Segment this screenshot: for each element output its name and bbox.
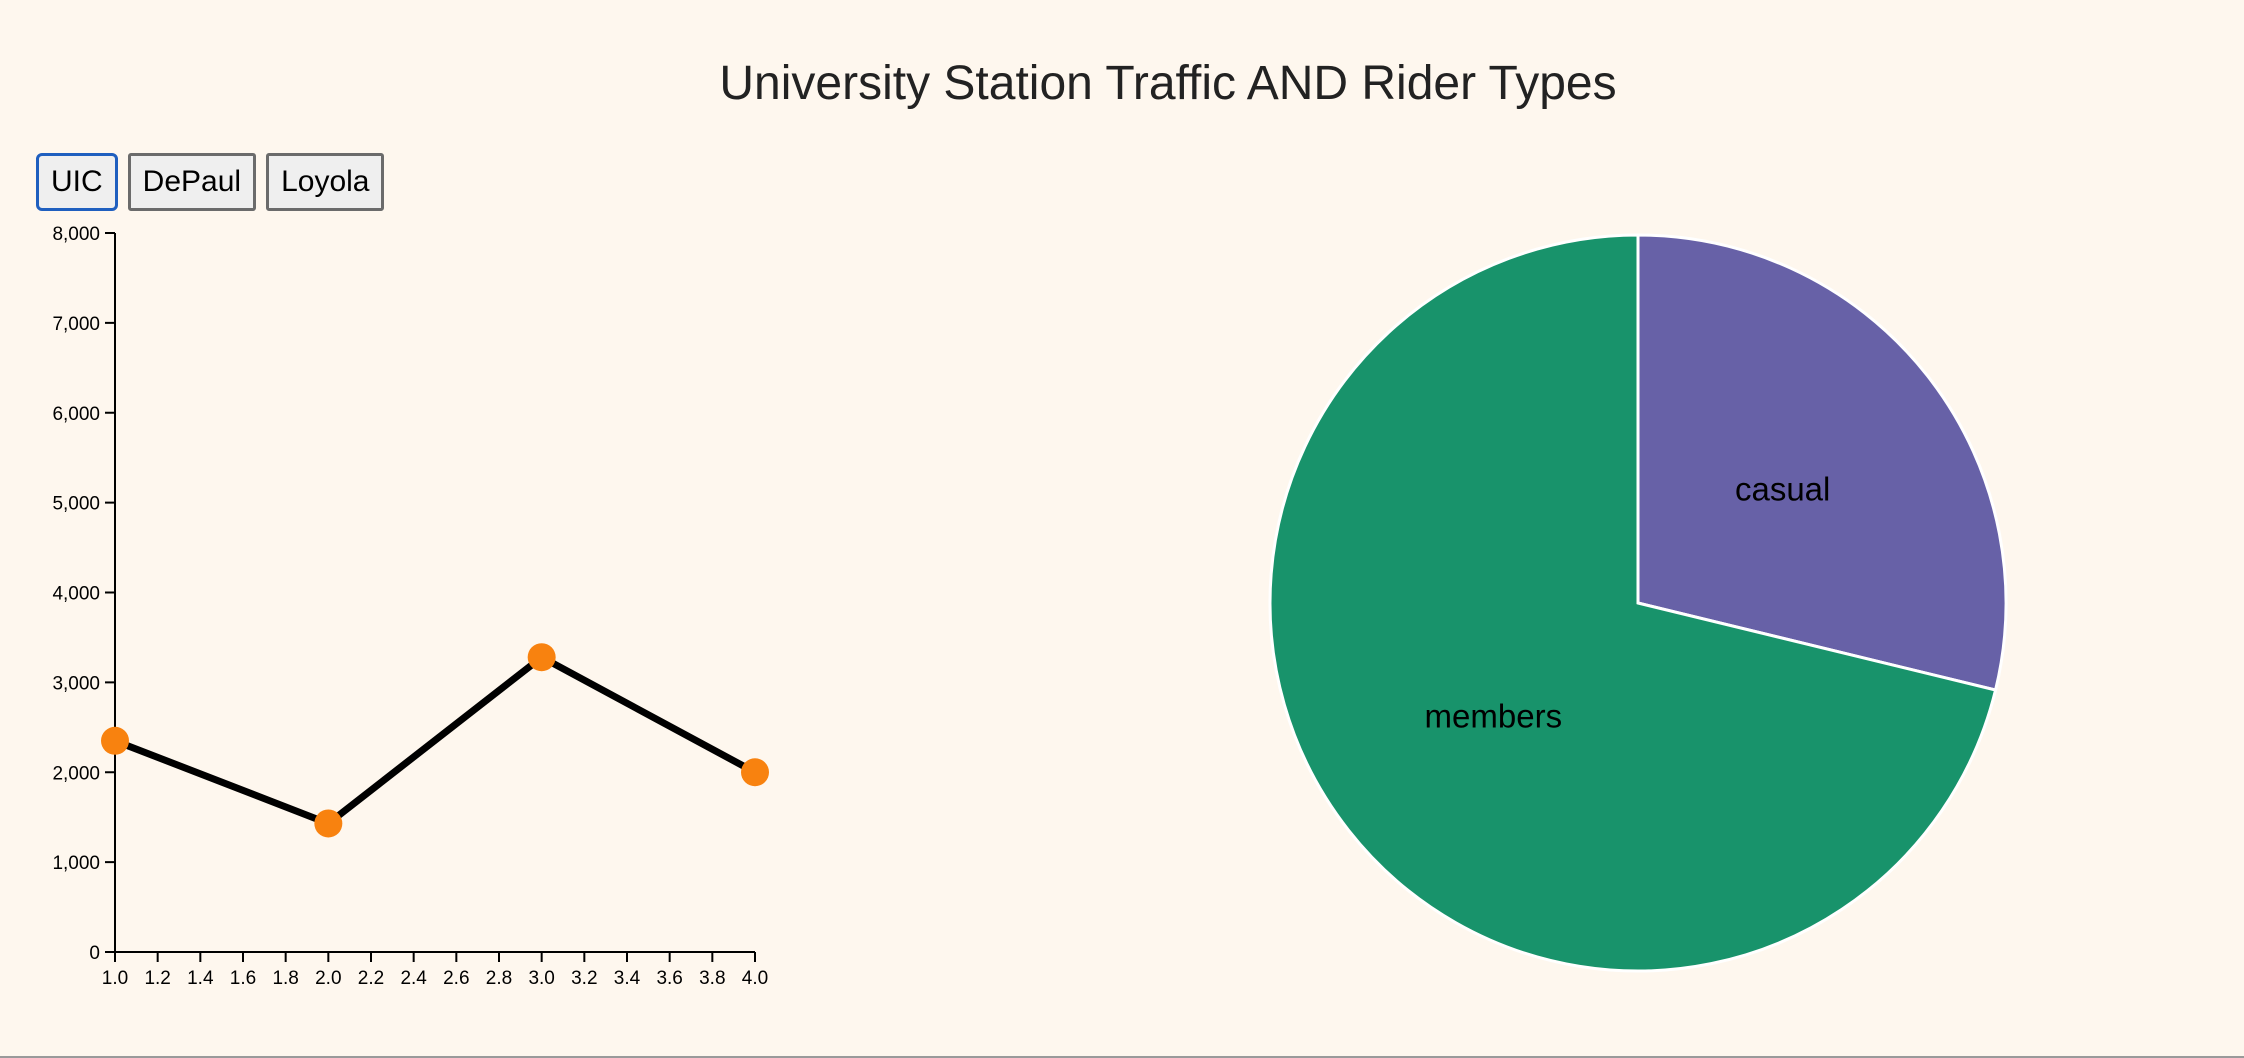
y-tick-label: 6,000 xyxy=(52,404,100,425)
x-tick-label: 1.2 xyxy=(144,968,170,989)
y-tick-label: 0 xyxy=(89,943,100,964)
x-tick-label: 2.0 xyxy=(315,968,341,989)
x-tick-label: 3.0 xyxy=(528,968,554,989)
x-tick-label: 1.4 xyxy=(187,968,214,989)
station-traffic-line-chart: 0 1,000 2,000 3,000 4,000 5,000 6,000 7,000 8,00… xyxy=(52,224,769,989)
x-tick-label: 2.6 xyxy=(443,968,469,989)
y-tick-label: 7,000 xyxy=(52,314,100,335)
x-tick-label: 1.0 xyxy=(102,968,128,989)
y-tick-label: 8,000 xyxy=(52,224,100,245)
x-tick-label: 3.6 xyxy=(656,968,682,989)
data-point xyxy=(741,758,769,787)
y-tick-label: 5,000 xyxy=(52,494,100,515)
x-tick-label: 2.2 xyxy=(358,968,384,989)
y-tick-label: 2,000 xyxy=(52,763,100,784)
x-tick-label: 4.0 xyxy=(742,968,768,989)
y-tick-label: 1,000 xyxy=(52,853,100,874)
x-tick-label: 1.8 xyxy=(272,968,298,989)
x-tick-label: 3.4 xyxy=(614,968,641,989)
loyola-button[interactable]: Loyola xyxy=(266,153,385,211)
traffic-line xyxy=(113,653,757,827)
data-point xyxy=(527,643,556,672)
pie-slice-casual xyxy=(1636,233,2008,692)
x-tick-label: 1.6 xyxy=(230,968,256,989)
x-tick-label: 3.2 xyxy=(571,968,597,989)
y-tick-label: 3,000 xyxy=(52,673,100,694)
station-button-group: UIC DePaul Loyola xyxy=(36,153,385,211)
page-title: University Station Traffic AND Rider Typ… xyxy=(719,57,1617,110)
x-tick-label: 2.4 xyxy=(400,968,427,989)
x-tick-label: 2.8 xyxy=(486,968,512,989)
pie-slice-members xyxy=(1268,233,1998,973)
pie-label-members: members xyxy=(1425,698,1563,735)
depaul-button[interactable]: DePaul xyxy=(127,153,257,211)
data-point xyxy=(314,809,343,838)
x-tick-label: 3.8 xyxy=(699,968,725,989)
data-point xyxy=(101,726,129,755)
y-tick-label: 4,000 xyxy=(52,584,100,605)
pie-label-casual: casual xyxy=(1735,470,1830,507)
bottom-divider xyxy=(0,1056,2244,1058)
uic-button[interactable]: UIC xyxy=(36,153,118,211)
